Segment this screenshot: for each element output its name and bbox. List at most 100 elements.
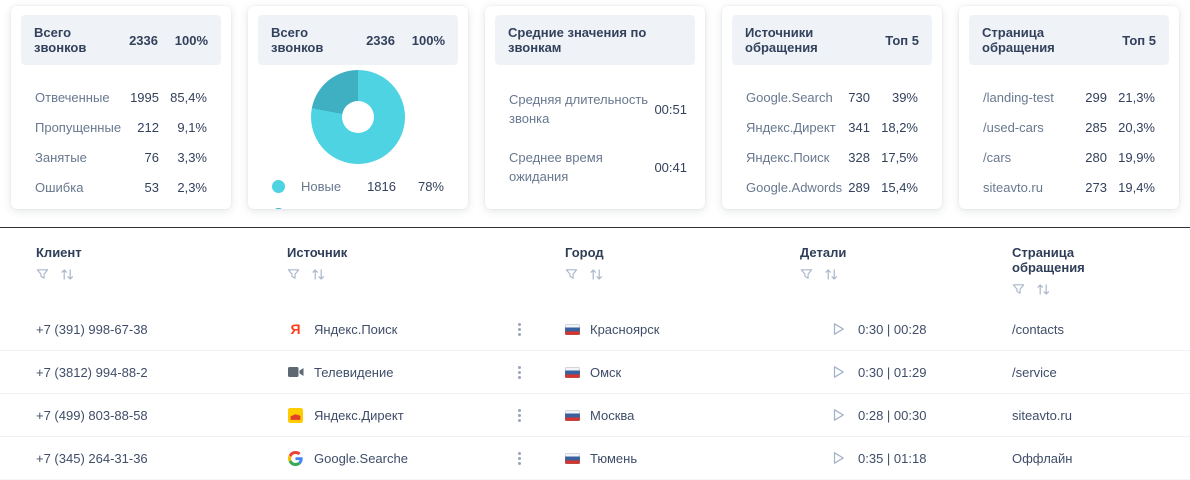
stat-row: /cars 280 19,9% — [983, 150, 1155, 165]
stat-percent: 15,4% — [881, 180, 918, 195]
stat-label: /used-cars — [983, 120, 1044, 135]
legend-dot-new — [272, 180, 285, 193]
stat-value: 341 — [848, 120, 870, 135]
kebab-menu-icon[interactable] — [516, 321, 523, 338]
filter-icon[interactable] — [287, 268, 300, 281]
play-icon[interactable] — [830, 450, 846, 466]
play-icon[interactable] — [830, 321, 846, 337]
stat-percent: 85,4% — [170, 90, 207, 105]
average-rows: Средняя длительность звонка 00:51 Средне… — [485, 65, 705, 186]
client-phone: +7 (499) 803-88-58 — [36, 407, 148, 423]
city-label: Омск — [590, 364, 622, 380]
legend-dot-repeat — [272, 208, 285, 209]
donut-chart-wrap — [248, 70, 468, 164]
card-header: Всего звонков 2336 100% — [258, 15, 458, 65]
kebab-menu-icon[interactable] — [516, 450, 523, 467]
google-icon — [287, 450, 304, 466]
stat-row: Google.Search 730 39% — [746, 90, 918, 105]
stat-row: Пропущенные 212 9,1% — [35, 120, 207, 135]
city-label: Москва — [590, 407, 635, 423]
stat-row: Занятые 76 3,3% — [35, 150, 207, 165]
stat-label: Яндекс.Поиск — [746, 150, 830, 165]
kebab-menu-icon[interactable] — [516, 407, 523, 424]
yandex-icon: Я — [290, 321, 301, 337]
yandex-direct-icon — [287, 407, 304, 423]
column-label: Источник — [287, 245, 348, 260]
legend-percent: 22% — [396, 207, 444, 209]
average-label: Среднее время ожидания — [509, 149, 603, 184]
stat-label: Пропущенные — [35, 120, 122, 135]
source-label: Яндекс.Директ — [314, 407, 404, 423]
card-header: Страница обращения Топ 5 — [969, 15, 1169, 65]
stat-percent: 18,2% — [881, 120, 918, 135]
stat-percent: 20,3% — [1118, 120, 1155, 135]
card-header: Средние значения по звонкам — [495, 15, 695, 65]
russia-flag-icon — [565, 366, 580, 378]
call-timing: 0:30 | 00:28 — [858, 321, 927, 337]
page-rows: /landing-test 299 21,3% /used-cars 285 2… — [959, 65, 1179, 209]
card-total-calls-status: Всего звонков 2336 100% Отвеченные 1995 … — [11, 6, 231, 209]
page-label: siteavto.ru — [1012, 407, 1072, 423]
sort-icon[interactable] — [1036, 283, 1051, 296]
play-icon[interactable] — [830, 407, 846, 423]
legend-value: 1816 — [367, 179, 396, 194]
legend-value: 520 — [374, 207, 396, 209]
average-label: Средняя длительность звонка — [509, 92, 649, 126]
legend-percent: 78% — [417, 179, 444, 194]
table-body: +7 (391) 998-67-38 Я Яндекс.Поиск Красно… — [0, 308, 1190, 480]
call-timing: 0:30 | 01:29 — [858, 364, 927, 380]
card-sources-top5: Источники обращения Топ 5 Google.Search … — [722, 6, 942, 209]
stat-percent: 3,3% — [177, 150, 207, 165]
stat-row: Google.Adwords 289 15,4% — [746, 180, 918, 195]
summary-cards: Всего звонков 2336 100% Отвеченные 1995 … — [0, 0, 1190, 209]
filter-icon[interactable] — [36, 268, 49, 281]
top5-badge: Топ 5 — [1122, 32, 1156, 48]
russia-flag-icon — [565, 409, 580, 421]
stat-percent: 39% — [891, 90, 918, 105]
average-value: 00:41 — [654, 160, 687, 176]
stat-row: /used-cars 285 20,3% — [983, 120, 1155, 135]
table-row: +7 (3812) 994-88-2 Телевидение Омск 0:30… — [0, 351, 1190, 394]
table-row: +7 (499) 803-88-58 Яндекс.Директ Москва … — [0, 394, 1190, 437]
stat-percent: 19,9% — [1118, 150, 1155, 165]
stat-label: Google.Adwords — [746, 180, 843, 195]
sort-icon[interactable] — [311, 268, 326, 281]
column-label: Город — [565, 245, 604, 260]
column-label: Клиент — [36, 245, 82, 260]
filter-icon[interactable] — [800, 268, 813, 281]
sort-icon[interactable] — [60, 268, 75, 281]
calls-table: Клиент Источник Город Детали — [0, 227, 1190, 480]
calls-donut-chart — [311, 70, 405, 164]
stat-percent: 2,3% — [177, 180, 207, 195]
card-header: Всего звонков 2336 100% — [21, 15, 221, 65]
stat-percent: 21,3% — [1118, 90, 1155, 105]
stat-label: Отвеченные — [35, 90, 110, 105]
card-title: Всего звонков — [271, 25, 324, 55]
source-label: Google.Searche — [314, 450, 408, 466]
stat-label: /cars — [983, 150, 1012, 165]
city-label: Красноярск — [590, 321, 660, 337]
stat-value: 285 — [1085, 120, 1107, 135]
city-label: Тюмень — [590, 450, 638, 466]
card-title: Страница обращения — [982, 25, 1055, 55]
client-phone: +7 (391) 998-67-38 — [36, 321, 148, 337]
card-title: Всего звонков — [34, 25, 87, 55]
play-icon[interactable] — [830, 364, 846, 380]
card-total-value: 2336 — [129, 32, 158, 48]
legend-label: Повторные — [301, 207, 374, 209]
table-header: Клиент Источник Город Детали — [0, 245, 1190, 297]
column-header-city: Город — [565, 245, 800, 297]
sort-icon[interactable] — [589, 268, 604, 281]
source-label: Телевидение — [314, 364, 394, 380]
top5-badge: Топ 5 — [885, 32, 919, 48]
stat-value: 289 — [848, 180, 870, 195]
average-row: Средняя длительность звонка 00:51 — [509, 91, 687, 129]
russia-flag-icon — [565, 323, 580, 335]
card-title: Средние значения по звонкам — [508, 25, 647, 55]
stat-value: 280 — [1085, 150, 1107, 165]
kebab-menu-icon[interactable] — [516, 364, 523, 381]
filter-icon[interactable] — [565, 268, 578, 281]
filter-icon[interactable] — [1012, 283, 1025, 296]
column-header-source: Источник — [287, 245, 565, 297]
sort-icon[interactable] — [824, 268, 839, 281]
